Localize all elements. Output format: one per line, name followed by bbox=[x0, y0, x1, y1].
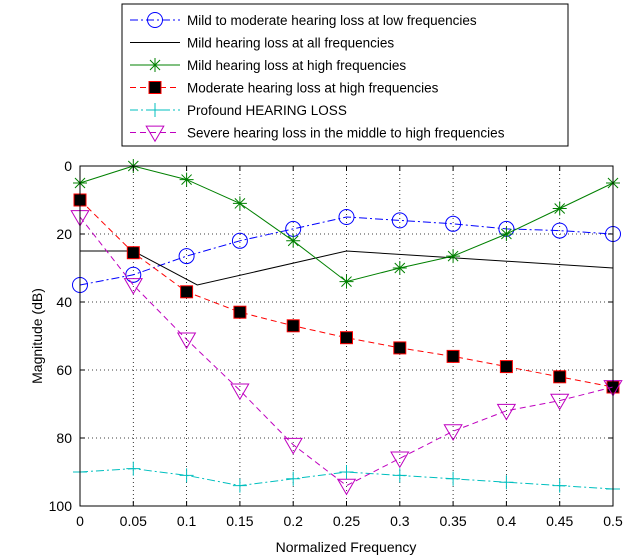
data-point-triangle bbox=[230, 383, 250, 401]
data-point-plus bbox=[392, 468, 407, 483]
data-point-circle bbox=[178, 248, 195, 265]
legend-label: Mild hearing loss at all frequencies bbox=[187, 36, 394, 51]
x-tick-label: 0.15 bbox=[226, 513, 253, 529]
legend-entry: Severe hearing loss in the middle to hig… bbox=[130, 125, 505, 143]
series-line bbox=[79, 216, 614, 286]
data-point-plus bbox=[446, 471, 461, 486]
x-axis-label: Normalized Frequency bbox=[276, 539, 417, 555]
legend-label: Mild hearing loss at high frequencies bbox=[187, 58, 406, 73]
x-tick-label: 0.1 bbox=[177, 513, 197, 529]
data-point-plus bbox=[179, 468, 194, 483]
y-tick-label: 0 bbox=[64, 158, 72, 174]
data-point-triangle bbox=[145, 125, 165, 143]
data-point-circle bbox=[391, 212, 408, 229]
data-point-star bbox=[148, 58, 162, 72]
series-line bbox=[80, 250, 614, 286]
legend-entry: Mild hearing loss at all frequencies bbox=[130, 36, 394, 51]
data-point-plus bbox=[286, 471, 301, 486]
series-1 bbox=[80, 250, 614, 286]
data-point-plus bbox=[126, 461, 141, 476]
data-point-circle bbox=[551, 222, 568, 239]
data-point-star bbox=[499, 227, 514, 241]
data-point-square bbox=[393, 341, 407, 355]
data-point-square bbox=[286, 319, 300, 333]
legend-entry: Moderate hearing loss at high frequencie… bbox=[130, 81, 439, 96]
data-point-plus bbox=[232, 478, 247, 493]
data-point-star bbox=[392, 261, 407, 275]
y-tick-label: 40 bbox=[56, 294, 72, 310]
data-point-square bbox=[446, 349, 460, 363]
y-tick-label: 80 bbox=[56, 430, 72, 446]
series-2 bbox=[73, 159, 620, 289]
data-point-plus bbox=[148, 103, 162, 117]
legend-label: Mild to moderate hearing loss at low fre… bbox=[187, 13, 477, 28]
data-point-square bbox=[126, 246, 140, 260]
x-tick-label: 0.45 bbox=[546, 513, 573, 529]
legend-entry: Profound HEARING LOSS bbox=[130, 103, 347, 118]
data-point-square bbox=[553, 370, 567, 384]
data-point-triangle bbox=[336, 478, 357, 496]
data-point-star bbox=[339, 274, 354, 289]
legend-box bbox=[121, 3, 569, 147]
data-point-triangle bbox=[283, 437, 303, 455]
series-3 bbox=[73, 193, 620, 394]
legend-label: Severe hearing loss in the middle to hig… bbox=[187, 126, 505, 141]
data-point-triangle bbox=[496, 403, 517, 421]
x-tick-label: 0.5 bbox=[603, 513, 623, 529]
data-point-square bbox=[180, 285, 194, 299]
data-point-square bbox=[499, 360, 513, 374]
data-point-star bbox=[552, 201, 567, 216]
data-point-square bbox=[233, 305, 247, 319]
data-point-star bbox=[232, 196, 247, 211]
data-point-triangle bbox=[390, 451, 410, 469]
y-tick-label: 60 bbox=[56, 362, 72, 378]
data-point-star bbox=[179, 172, 194, 187]
y-tick-label: 100 bbox=[49, 498, 73, 514]
data-point-plus bbox=[552, 478, 567, 493]
x-tick-label: 0.3 bbox=[390, 513, 410, 529]
legend: Mild to moderate hearing loss at low fre… bbox=[130, 12, 505, 143]
legend-entry: Mild to moderate hearing loss at low fre… bbox=[130, 12, 477, 28]
data-point-circle bbox=[231, 232, 248, 249]
data-point-triangle bbox=[550, 393, 570, 411]
series-line bbox=[79, 216, 614, 487]
y-tick-label: 20 bbox=[56, 226, 72, 242]
legend-label: Moderate hearing loss at high frequencie… bbox=[187, 81, 439, 96]
ticks: 0 0.05 0.1 0.15 0.2 0.25 0.3 0.35 0.4 0.45 0.5 0 20 4… bbox=[49, 158, 623, 529]
data-point-circle bbox=[445, 215, 462, 232]
data-point-circle bbox=[338, 209, 355, 225]
x-tick-label: 0.4 bbox=[497, 513, 517, 529]
data-point-circle bbox=[147, 12, 163, 28]
data-point-square bbox=[148, 81, 162, 94]
data-point-triangle bbox=[123, 278, 143, 295]
legend-entry: Mild hearing loss at high frequencies bbox=[130, 58, 406, 73]
x-tick-label: 0 bbox=[76, 513, 84, 529]
data-point-triangle bbox=[176, 332, 197, 350]
y-axis-label: Magnitude (dB) bbox=[29, 288, 45, 384]
data-point-triangle bbox=[443, 424, 463, 441]
data-point-square bbox=[340, 331, 353, 345]
data-point-plus bbox=[339, 465, 354, 479]
data-point-star bbox=[446, 249, 461, 264]
data-point-plus bbox=[499, 475, 514, 490]
x-tick-label: 0.05 bbox=[120, 513, 147, 529]
legend-label: Profound HEARING LOSS bbox=[187, 103, 347, 118]
x-tick-label: 0.2 bbox=[283, 513, 303, 529]
x-tick-label: 0.25 bbox=[333, 513, 360, 529]
data-point-star bbox=[286, 233, 301, 248]
x-tick-label: 0.35 bbox=[439, 513, 466, 529]
